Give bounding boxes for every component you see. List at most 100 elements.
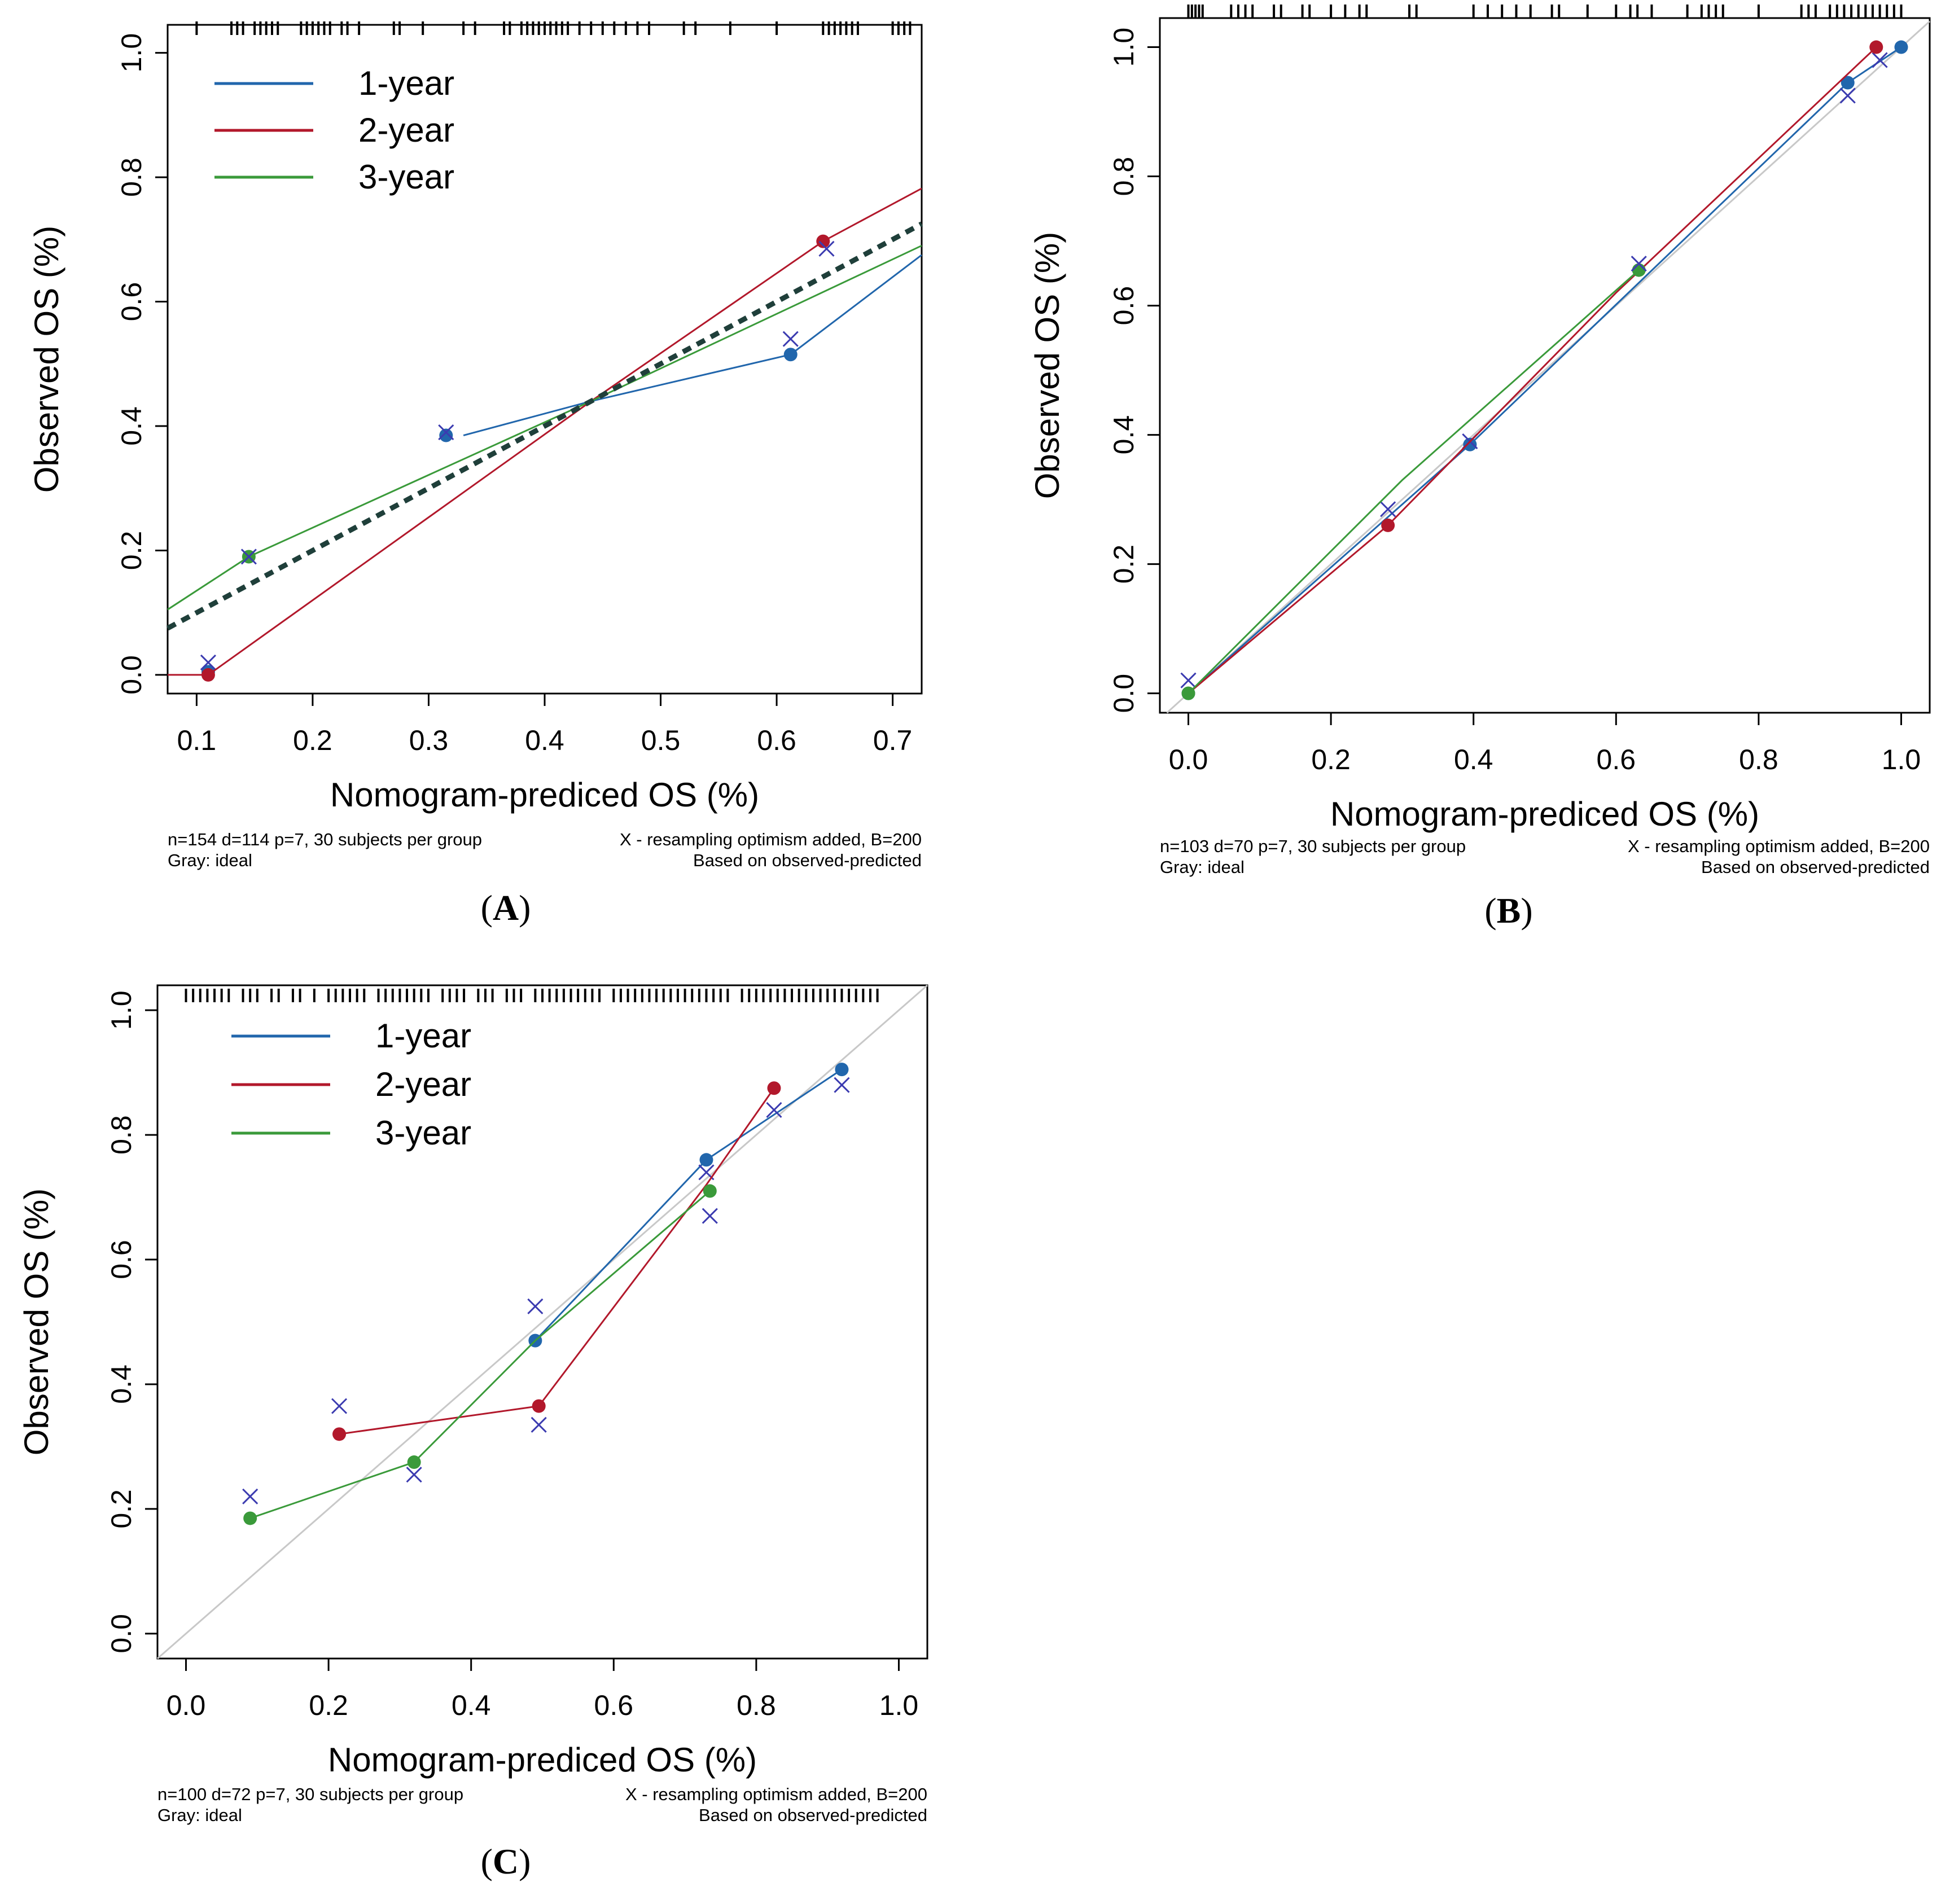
1-year-optimism-cross [782,331,799,347]
y-tick-label: 0.8 [1108,157,1140,196]
plot-frame [167,24,923,695]
3-year-optimism-cross [240,549,257,565]
x-tick-label: 0.1 [177,725,217,756]
legend-label: 2-year [375,1065,471,1103]
2-year-point [1381,518,1395,532]
2-year-point [532,1399,546,1413]
y-axis-title: Observed OS (%) [1028,232,1066,499]
x-tick-label: 1.0 [879,1690,919,1721]
plot-frame [156,984,928,1660]
3-year-line [1188,269,1640,694]
legend-label: 1-year [358,64,454,102]
3-year-point [407,1455,421,1469]
2-year-point [1869,40,1883,54]
3-year-point [1181,686,1195,700]
x-tick-label: 0.5 [641,725,681,756]
ideal-line [1166,20,1931,714]
2-year-point [201,668,215,682]
2-year-point [816,234,830,248]
x-tick-label: 0.2 [1311,744,1351,775]
1-year-optimism-cross [527,1298,544,1314]
y-tick-label: 0.0 [106,1614,137,1653]
1-year-point [835,1063,849,1077]
2-year-optimism-cross [331,1398,348,1414]
y-tick-label: 0.6 [1108,286,1140,326]
3-year-optimism-cross [242,1488,258,1504]
footnote-left: Gray: ideal [168,850,252,870]
footnote-left: n=100 d=72 p=7, 30 subjects per group [157,1784,463,1804]
x-tick-label: 0.4 [525,725,564,756]
x-axis-title: Nomogram-prediced OS (%) [330,776,759,814]
3-year-line [249,1190,711,1519]
x-axis-title: Nomogram-prediced OS (%) [1330,795,1759,833]
x-tick-label: 0.6 [1597,744,1636,775]
calibration-plot-c: 0.0 0.2 0.4 0.6 0.8 1.0 0.0 0.2 0.4 0.6 0.8 1.0 Nomo… [17,984,928,1881]
footnote-right: X - resampling optimism added, B=200 [620,830,922,849]
y-tick-label: 0.4 [106,1365,137,1404]
legend-label: 1-year [375,1017,471,1055]
1-year-point [699,1153,713,1167]
2-year-line [168,187,922,676]
footnote-left: Gray: ideal [157,1805,242,1825]
y-tick-label: 0.0 [116,655,147,695]
x-tick-label: 0.0 [167,1690,206,1721]
footnote-right: Based on observed-predicted [693,850,922,870]
y-tick-label: 1.0 [116,33,147,73]
legend-label: 2-year [358,111,454,149]
1-year-point [1894,40,1908,54]
footnote-right: X - resampling optimism added, B=200 [625,1784,927,1804]
y-tick-label: 0.8 [116,157,147,197]
y-tick-label: 0.8 [106,1115,137,1155]
x-axis-title: Nomogram-prediced OS (%) [328,1741,757,1779]
1-year-optimism-cross [1872,52,1888,68]
2-year-optimism-cross [531,1416,547,1433]
1-year-point [1841,76,1855,90]
y-tick-label: 0.6 [116,282,147,322]
y-tick-label: 1.0 [1108,28,1140,67]
y-tick-label: 0.6 [106,1240,137,1279]
2-year-line [339,1087,775,1435]
panel-label-a: (A) [481,888,531,928]
calibration-plot-b: 0.0 0.2 0.4 0.6 0.8 1.0 0.0 0.2 0.4 0.6 0.8 1.0 Nomo… [1028,5,1931,931]
1-year-point [1463,437,1477,451]
2-year-line [1188,46,1877,694]
footnote-right: Based on observed-predicted [699,1805,927,1825]
2-year-optimism-cross [818,240,835,257]
footnote-left: Gray: ideal [1160,857,1245,877]
2-year-point [767,1081,781,1095]
y-tick-label: 1.0 [106,990,137,1030]
x-tick-label: 0.6 [594,1690,634,1721]
y-tick-label: 0.0 [1108,674,1140,713]
x-tick-label: 0.8 [1739,744,1778,775]
panel-label-b: (B) [1484,890,1532,931]
x-tick-label: 0.0 [1169,744,1208,775]
calibration-plot-a: 0.1 0.2 0.3 0.4 0.5 0.6 0.7 0.0 0.2 0.4 0.6 0.8 1.0 N… [28,21,923,928]
3-year-point [1632,263,1646,277]
x-tick-label: 0.3 [409,725,449,756]
1-year-point [783,348,798,362]
3-year-point [703,1184,717,1198]
x-tick-label: 0.4 [452,1690,491,1721]
footnote-right: X - resampling optimism added, B=200 [1628,836,1930,856]
2-year-optimism-cross [766,1102,782,1118]
ideal-line [157,984,928,1660]
x-tick-label: 0.8 [737,1690,776,1721]
x-tick-label: 0.7 [873,725,913,756]
x-tick-label: 0.6 [757,725,796,756]
x-tick-label: 0.2 [309,1690,348,1721]
y-tick-label: 0.2 [116,531,147,571]
3-year-line [167,244,922,611]
1-year-optimism-cross [834,1077,850,1093]
3-year-optimism-cross [406,1467,422,1483]
y-axis-title: Observed OS (%) [28,226,65,493]
1-year-line [534,1068,843,1341]
3-year-optimism-cross [1631,256,1647,272]
1-year-line [463,254,922,436]
1-year-optimism-cross [1839,87,1856,104]
3-year-optimism-cross [702,1208,718,1224]
2-year-point [332,1427,347,1441]
dashed-fit-line [166,221,923,631]
1-year-optimism-cross [1180,672,1197,688]
2-year-optimism-cross [1380,501,1396,517]
y-tick-label: 0.4 [1108,415,1140,455]
